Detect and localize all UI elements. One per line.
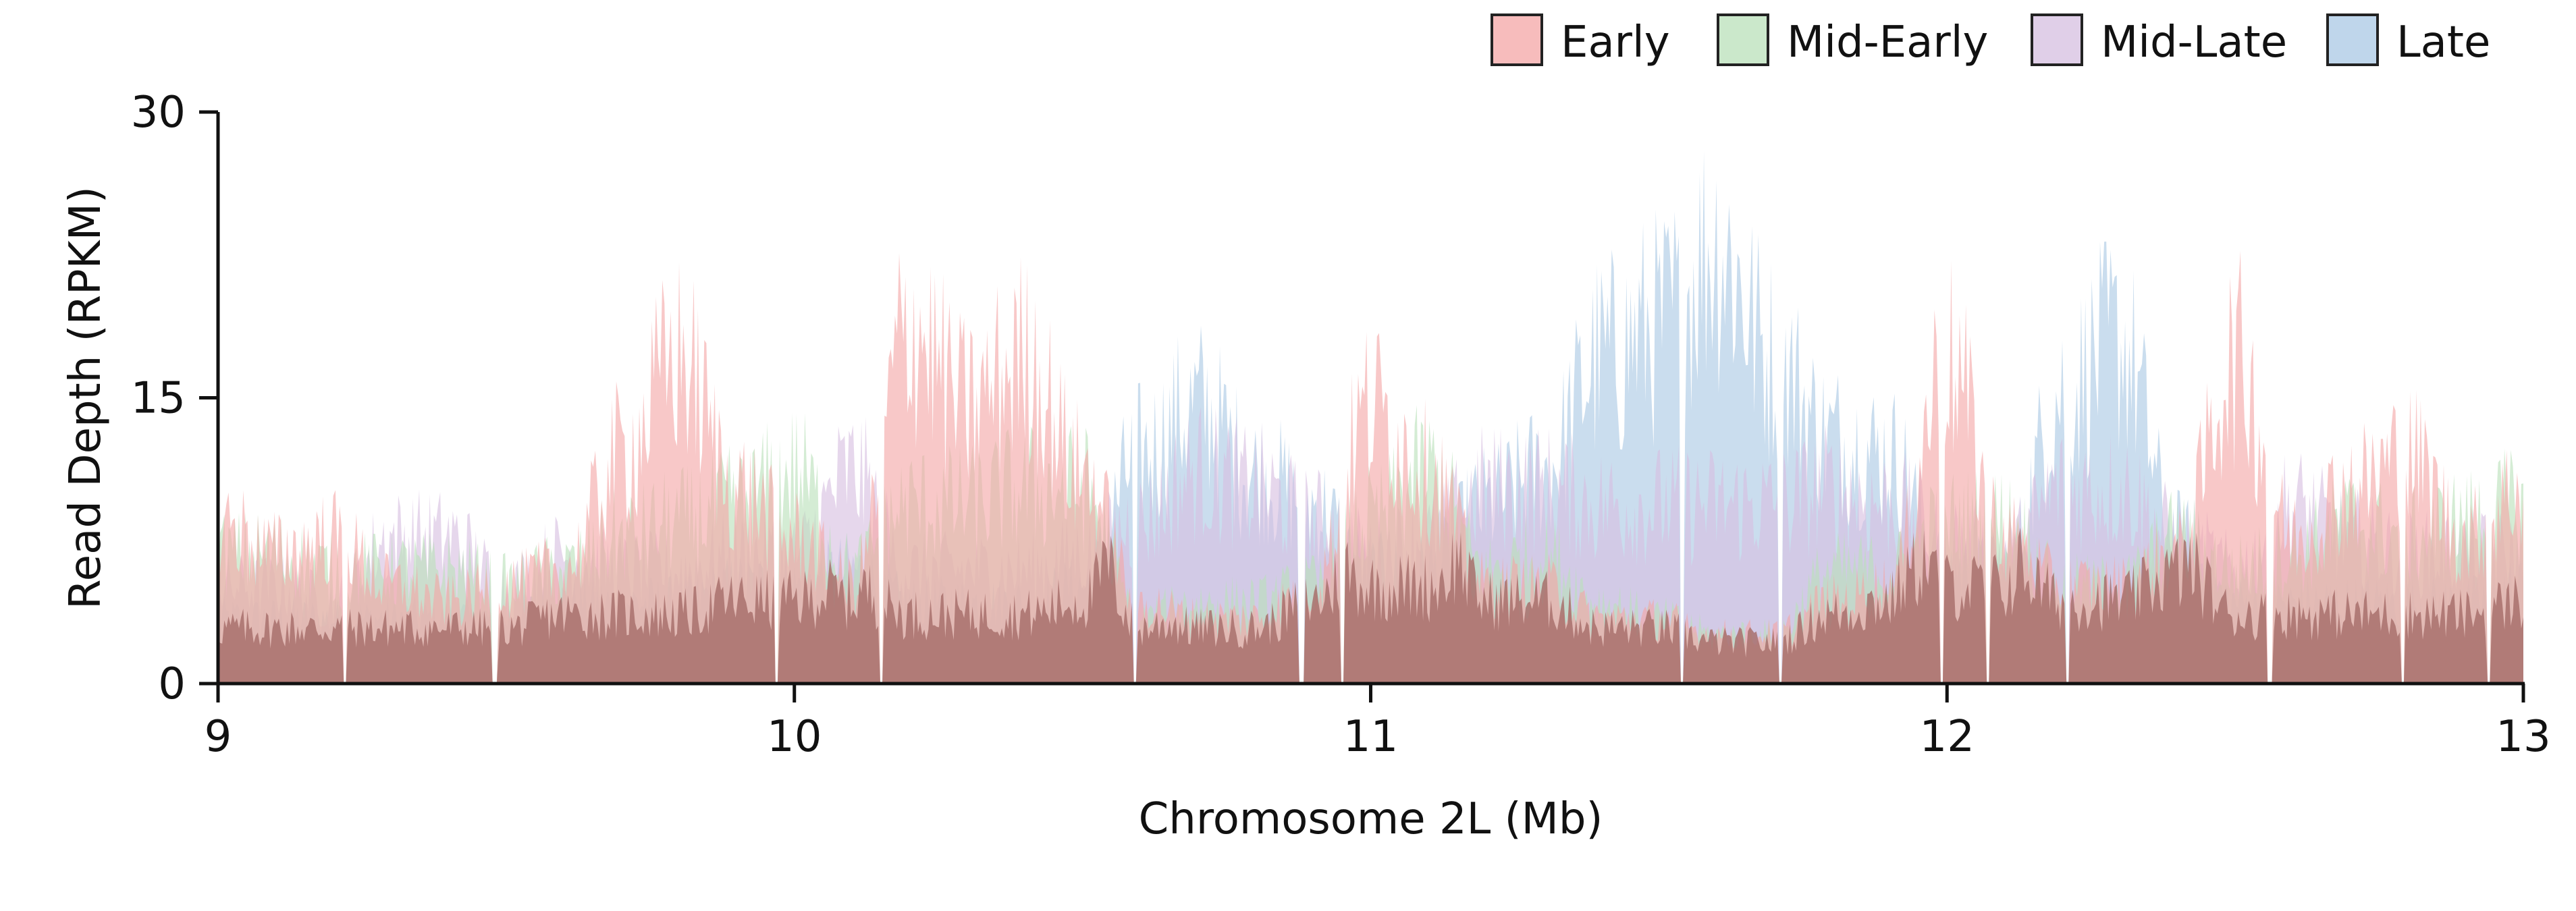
- x-tick-label: 11: [1343, 712, 1398, 762]
- x-tick-label: 13: [2496, 712, 2550, 762]
- y-tick-label: 30: [131, 88, 186, 138]
- legend-swatch-early: [1491, 13, 1543, 66]
- x-ticks: 9 10 11 12 13: [205, 684, 2551, 762]
- legend-swatch-mid-late: [2031, 13, 2083, 66]
- legend-swatch-mid-early: [1717, 13, 1769, 66]
- x-tick-label: 9: [205, 712, 232, 762]
- x-axis-title: Chromosome 2L (Mb): [1139, 794, 1603, 844]
- legend-label-mid-late: Mid-Late: [2101, 18, 2287, 67]
- axes: 9 10 11 12 13 0 15 30 Chromosome 2L (Mb) Read …: [61, 88, 2551, 844]
- area-overlap: [218, 527, 2523, 684]
- legend-label-late: Late: [2396, 18, 2490, 67]
- legend-label-mid-early: Mid-Early: [1787, 18, 1988, 67]
- x-tick-label: 10: [767, 712, 822, 762]
- y-tick-label: 0: [158, 659, 186, 709]
- y-tick-label: 15: [131, 374, 186, 424]
- area-series-group: [218, 151, 2523, 684]
- y-ticks: 0 15 30: [131, 88, 218, 709]
- x-tick-label: 12: [1920, 712, 1975, 762]
- legend-swatch-late: [2326, 13, 2379, 66]
- y-axis-title: Read Depth (RPKM): [61, 186, 111, 609]
- legend-label-early: Early: [1561, 18, 1670, 67]
- legend: Early Mid-Early Mid-Late Late: [1491, 13, 2490, 67]
